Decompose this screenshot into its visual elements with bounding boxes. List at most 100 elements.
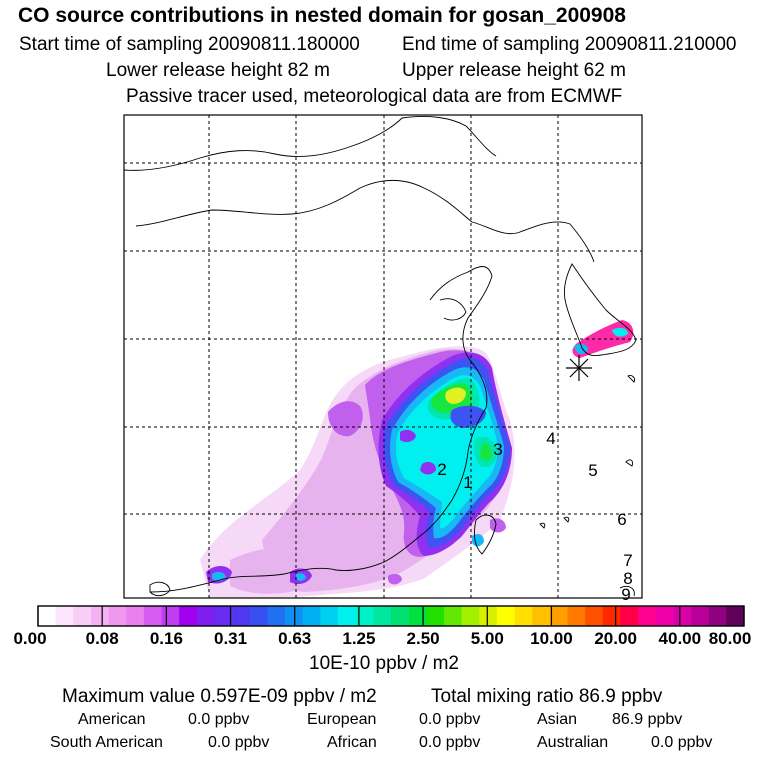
colorbar-swatch [691,606,709,626]
colorbar-swatch [426,606,445,626]
colorbar-swatch [338,606,356,626]
colorbar-unit-label: 10E-10 ppbv / m2 [309,653,459,674]
colorbar-swatch [373,606,392,626]
colorbar [37,605,745,627]
colorbar-tick-label: 0.31 [213,629,248,648]
colorbar-swatch [532,606,551,626]
plume-blue-hole [450,405,486,428]
coastline-manchuria [471,221,595,263]
colorbar-swatch [232,606,251,626]
source-name: European [307,711,377,728]
colorbar-swatch [620,606,639,626]
plume-south-cyan [296,573,306,581]
coastline-philippines [619,585,635,597]
colorbar-swatch [161,606,180,626]
asterisk-receptor-icon [566,355,592,381]
colorbar-tick-label: 2.50 [406,629,440,648]
colorbar-tick-label: 1.25 [342,629,376,648]
station-number: 9 [621,585,630,604]
colorbar-swatch [55,606,74,626]
coastline-china-east [149,266,493,593]
station-number: 6 [617,510,626,529]
source-value: 0.0 ppbv [651,734,713,751]
source-value: 0.0 ppbv [419,711,481,728]
colorbar-tick-label: 40.00 [658,629,702,648]
colorbar-swatch [214,606,233,626]
source-value: 0.0 ppbv [188,711,250,728]
total-mixing-ratio-text: Total mixing ratio 86.9 ppbv [431,686,663,707]
station-number: 7 [623,551,632,570]
colorbar-tick-label: 10.00 [530,629,573,648]
colorbar-swatch [673,606,692,626]
station-number: 1 [463,473,472,492]
coastline-hainan [149,581,171,597]
maximum-value-text: Maximum value 0.597E-09 ppbv / m2 [62,686,377,707]
colorbar-swatch [391,606,409,626]
plume-south-blob [388,573,402,585]
station-number: 5 [588,461,597,480]
colorbar-swatch [196,606,215,626]
colorbar-swatch [726,606,745,626]
station-number: 4 [546,429,555,448]
colorbar-tick-label: 5.00 [470,629,504,648]
colorbar-swatch [408,606,427,626]
colorbar-swatch [479,606,498,626]
plume-blue-blob-west [400,429,416,443]
source-value: 0.0 ppbv [208,734,270,751]
colorbar-tick-label: 0.63 [278,629,312,648]
colorbar-swatch [285,606,304,626]
colorbar-swatch [90,606,109,626]
colorbar-swatch [496,606,515,626]
colorbar-swatch [73,606,92,626]
colorbar-swatch [655,606,674,626]
plume-southwest-core [212,571,226,581]
coastline-japan-isle-1 [627,375,635,383]
station-labels: 1 2 3 4 5 6 7 8 9 [437,429,632,604]
source-name: African [327,734,377,751]
source-name: South American [50,734,163,751]
upper-release-label: Upper release height 62 m [402,60,626,81]
end-time-label: End time of sampling 20090811.210000 [402,34,737,55]
source-value: 86.9 ppbv [612,711,683,728]
coastline-japan-isle-2 [625,459,633,467]
plume-layer [200,320,634,598]
colorbar-swatch [514,606,533,626]
plume-blue-blob-center [420,462,436,475]
colorbar-tick-label: 20.00 [594,629,637,648]
colorbar-swatch [126,606,145,626]
colorbar-swatch [38,606,56,626]
colorbar-swatch [108,606,127,626]
colorbar-swatch [143,606,162,626]
colorbar-swatch [461,606,480,626]
colorbar-swatch [567,606,586,626]
coastline-korea [563,263,637,357]
colorbar-swatch [602,606,621,626]
colorbar-swatch [549,606,568,626]
map-gridlines [124,115,642,598]
coastline-ryukyu-2 [563,516,570,523]
coastline-ryukyu-1 [539,522,546,529]
colorbar-tick-label: 0.16 [149,629,183,648]
source-value: 0.0 ppbv [419,734,481,751]
colorbar-swatch [249,606,268,626]
plume-green-south [480,443,492,461]
colorbar-tick-label: 0.00 [13,629,47,648]
colorbar-tick-label: 0.08 [85,629,119,648]
colorbar-swatch [179,606,198,626]
colorbar-swatch [267,606,286,626]
plot-title: CO source contributions in nested domain… [18,4,626,27]
colorbar-swatch [638,606,657,626]
colorbar-swatch [585,606,604,626]
colorbar-swatch [708,606,727,626]
station-number: 3 [493,440,502,459]
colorbar-swatch [320,606,339,626]
lower-release-label: Lower release height 82 m [106,60,330,81]
coastline-mongolia-border [124,116,497,171]
source-name: Asian [537,711,578,728]
colorbar-swatch [355,606,374,626]
colorbar-swatch [443,606,462,626]
tracer-note: Passive tracer used, meteorological data… [126,86,623,107]
plume-taiwan-north [490,518,506,533]
coastline-north-border [135,180,473,227]
